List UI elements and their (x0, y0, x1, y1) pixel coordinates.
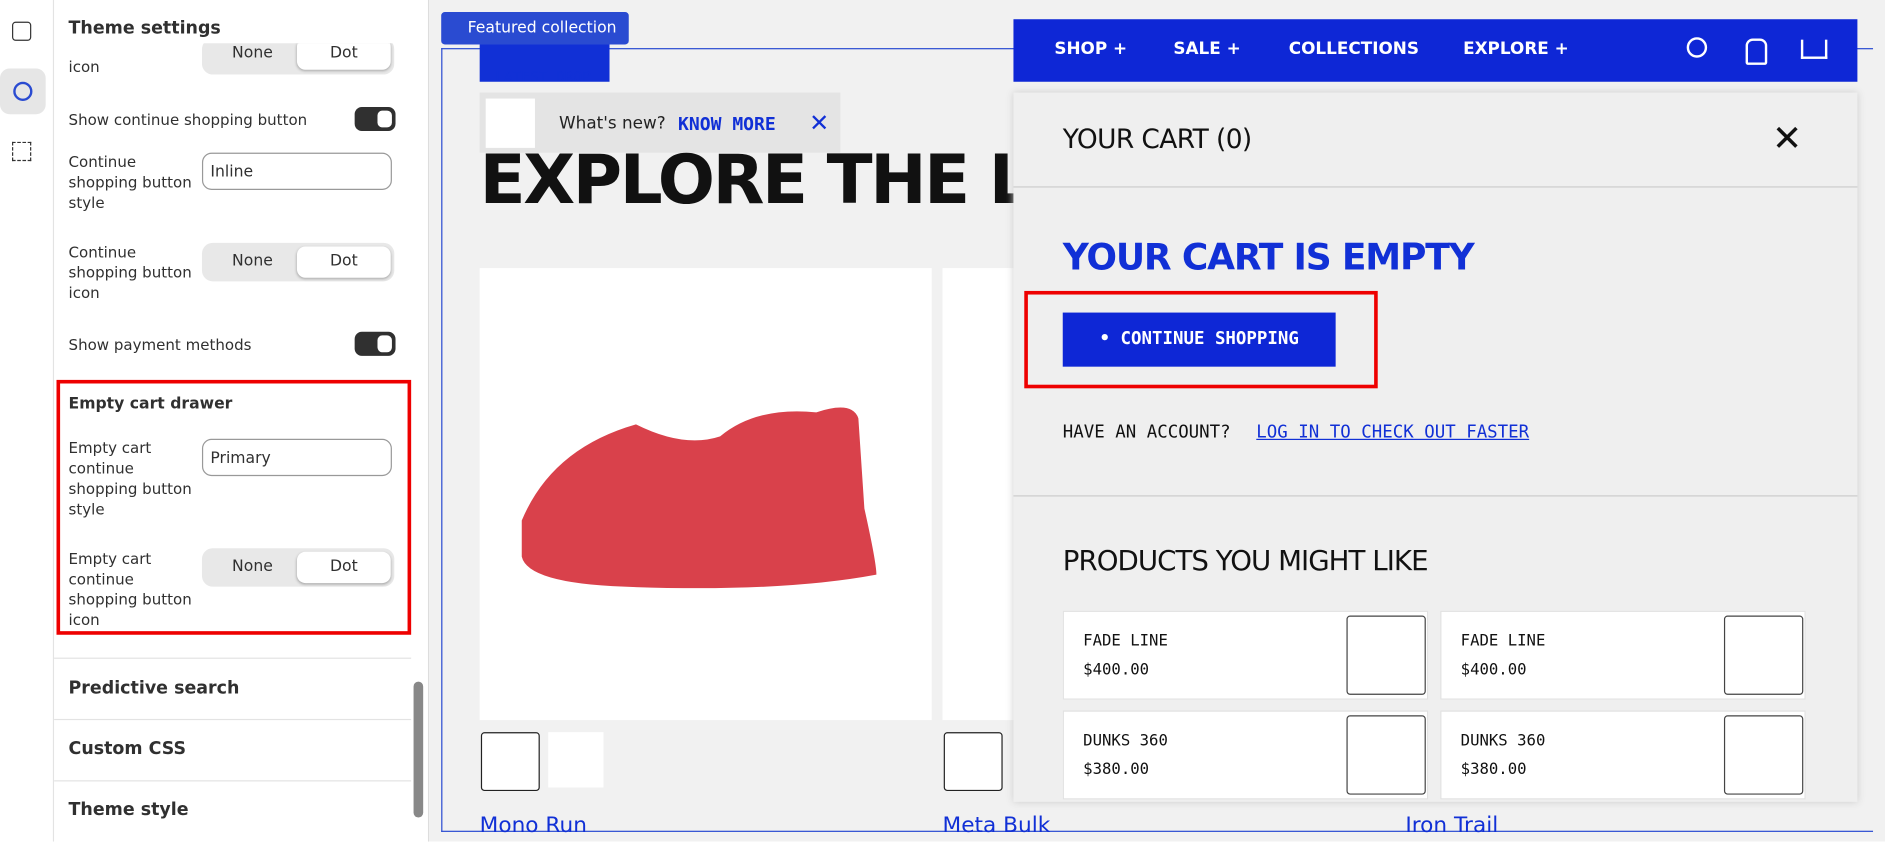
label: Continue shopping button icon (68, 242, 192, 302)
product-name: FADE LINE (1460, 632, 1546, 651)
product-thumb (1723, 615, 1804, 695)
option[interactable]: Dot (296, 246, 391, 278)
close[interactable]: ✕ (809, 108, 830, 138)
product-title[interactable]: Meta Bulk (942, 812, 1051, 838)
cart-title: YOUR CART (0) (1062, 125, 1252, 156)
search-icon[interactable] (1686, 37, 1708, 58)
shoe (521, 407, 877, 589)
product-price: $380.00 (1083, 760, 1150, 780)
label: icon (68, 57, 100, 76)
label: Show continue shopping button (68, 110, 308, 129)
thumb[interactable] (548, 732, 604, 788)
shoe-shape (521, 407, 877, 589)
product-thumb (1723, 715, 1804, 795)
nav-link[interactable]: EXPLORE + (1463, 39, 1569, 59)
product-price: $400.00 (1460, 661, 1527, 680)
divider (54, 780, 412, 782)
label: Continue shopping button style (68, 152, 192, 212)
switch[interactable] (354, 106, 396, 132)
link[interactable]: KNOW MORE (678, 113, 776, 135)
product-name: DUNKS 360 (1083, 732, 1168, 751)
option[interactable]: None (232, 44, 273, 63)
toggle-group: None Dot (201, 242, 395, 282)
close[interactable]: ✕ (1772, 117, 1803, 160)
section-header[interactable]: Custom CSS (68, 739, 187, 759)
login-link[interactable]: LOG IN TO CHECK OUT FASTER (1256, 423, 1530, 443)
product-price: $380.00 (1460, 760, 1527, 780)
button-label: CONTINUE SHOPPING (1120, 329, 1299, 349)
continue-button[interactable]: • CONTINUE SHOPPING (1062, 312, 1336, 367)
highlight-box (56, 379, 412, 635)
suggested-product[interactable]: FADE LINE $400.00 (1062, 610, 1429, 700)
settings-panel (54, 0, 430, 842)
thumb[interactable] (480, 732, 540, 792)
divider (1013, 495, 1858, 497)
product-thumb (1346, 615, 1426, 695)
option[interactable]: Dot (296, 551, 391, 584)
option[interactable]: None (232, 557, 273, 576)
label: Show payment methods (68, 335, 252, 354)
suggest-title: PRODUCTS YOU MIGHT LIKE (1062, 545, 1429, 578)
section-header[interactable]: Predictive search (68, 679, 240, 699)
toggle-group: None Dot (201, 43, 395, 75)
suggested-product[interactable]: DUNKS 360 $380.00 (1062, 710, 1429, 800)
group-heading: Empty cart drawer (68, 395, 233, 414)
suggested-product[interactable]: FADE LINE $400.00 (1440, 610, 1806, 700)
sections-icon[interactable] (12, 21, 32, 41)
select[interactable]: Inline (201, 152, 392, 190)
nav-link[interactable]: SALE + (1173, 39, 1241, 59)
announcement-text: What's new? (559, 114, 666, 134)
icon-rail (0, 0, 55, 842)
option[interactable]: None (232, 252, 273, 271)
option[interactable]: Dot (296, 43, 391, 70)
nav-bar (1013, 19, 1858, 82)
scrollbar[interactable] (413, 681, 424, 818)
divider (54, 657, 412, 659)
switch[interactable] (354, 331, 396, 356)
label: Empty cart continue shopping button styl… (68, 438, 192, 519)
divider (1013, 186, 1858, 188)
thumb (485, 98, 535, 148)
nav-link[interactable]: COLLECTIONS (1288, 39, 1419, 59)
panel-title: Theme settings (68, 19, 221, 39)
product-price: $400.00 (1083, 661, 1150, 680)
nav-link[interactable]: SHOP + (1054, 39, 1128, 59)
section-header[interactable]: Theme style (68, 800, 189, 820)
label: Empty cart continue shopping button icon (68, 549, 192, 629)
product-title[interactable]: Mono Run (479, 812, 587, 838)
product-name: DUNKS 360 (1460, 732, 1546, 751)
product-title[interactable]: Iron Trail (1405, 812, 1499, 838)
gear (13, 81, 33, 101)
account-icon[interactable] (1745, 38, 1768, 65)
thumb[interactable] (943, 732, 1003, 792)
empty-heading: YOUR CART IS EMPTY (1062, 236, 1475, 279)
eyebrow: LATEST DROP (495, 68, 591, 86)
suggested-product[interactable]: DUNKS 360 $380.00 (1440, 710, 1806, 800)
account-text: HAVE AN ACCOUNT? (1062, 423, 1231, 443)
highlight-box (1024, 290, 1378, 389)
cart-icon[interactable] (1800, 39, 1828, 59)
product-thumb (1346, 715, 1426, 795)
toggle-group: None Dot (201, 548, 395, 587)
divider (54, 718, 412, 721)
section-tag: Featured collection (441, 12, 629, 45)
select[interactable]: Primary (201, 438, 392, 477)
product-name: FADE LINE (1083, 632, 1168, 651)
apps-icon[interactable] (12, 141, 32, 162)
product-image[interactable] (479, 268, 932, 721)
announcement (479, 92, 841, 153)
